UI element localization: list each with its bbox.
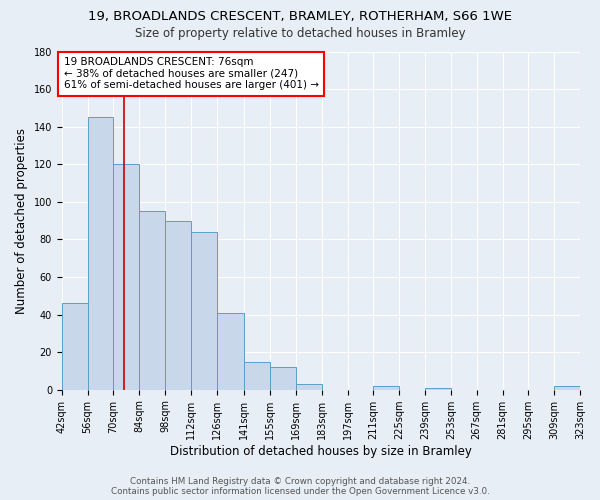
Bar	[165, 220, 191, 390]
Bar	[191, 232, 217, 390]
Y-axis label: Number of detached properties: Number of detached properties	[15, 128, 28, 314]
Text: Contains HM Land Registry data © Crown copyright and database right 2024.: Contains HM Land Registry data © Crown c…	[130, 477, 470, 486]
Bar	[270, 367, 296, 390]
Bar	[554, 386, 580, 390]
Bar	[373, 386, 399, 390]
Bar	[139, 211, 165, 390]
Bar	[217, 312, 244, 390]
Text: 19, BROADLANDS CRESCENT, BRAMLEY, ROTHERHAM, S66 1WE: 19, BROADLANDS CRESCENT, BRAMLEY, ROTHER…	[88, 10, 512, 23]
Text: Contains public sector information licensed under the Open Government Licence v3: Contains public sector information licen…	[110, 487, 490, 496]
Bar	[296, 384, 322, 390]
Bar	[244, 362, 270, 390]
Text: Size of property relative to detached houses in Bramley: Size of property relative to detached ho…	[134, 28, 466, 40]
Bar	[62, 304, 88, 390]
Text: 19 BROADLANDS CRESCENT: 76sqm
← 38% of detached houses are smaller (247)
61% of : 19 BROADLANDS CRESCENT: 76sqm ← 38% of d…	[64, 57, 319, 90]
Bar	[113, 164, 139, 390]
X-axis label: Distribution of detached houses by size in Bramley: Distribution of detached houses by size …	[170, 444, 472, 458]
Bar	[425, 388, 451, 390]
Bar	[88, 118, 113, 390]
